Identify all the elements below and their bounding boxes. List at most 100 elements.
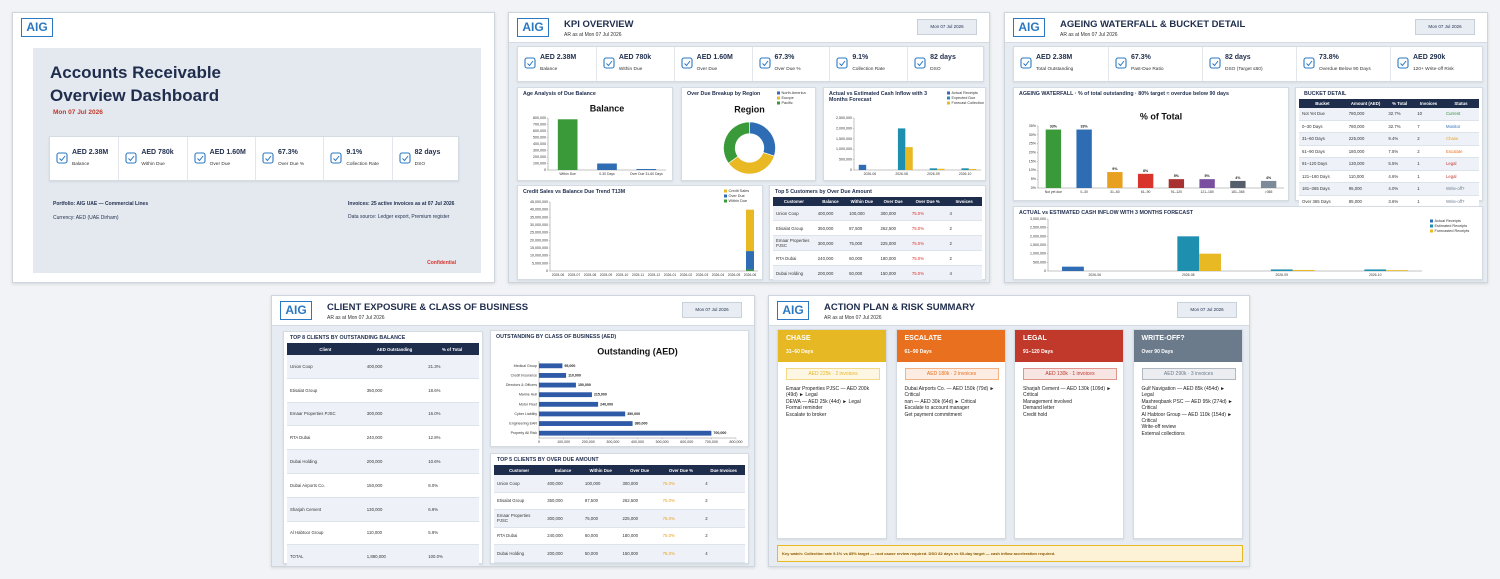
- table-cell: 262,500: [880, 225, 897, 231]
- table-cell: Chase: [1445, 136, 1459, 142]
- column-header: LEGAL 91–120 Days: [1015, 330, 1123, 362]
- table-cell: 180,000: [1348, 148, 1365, 154]
- table-cell: Dubai Holding: [497, 550, 524, 556]
- table-cell: Escalate: [1445, 148, 1463, 154]
- slide-header: AIG AGEING WATERFALL & BUCKET DETAIL AR …: [1005, 13, 1487, 43]
- y-tick-label: Marine Hull: [519, 393, 537, 397]
- y-tick-label: Property All Risk: [511, 431, 538, 435]
- slide-title: CLIENT EXPOSURE & CLASS OF BUSINESS: [327, 302, 529, 313]
- table-cell: Dubai Holding: [290, 459, 317, 465]
- table-cell: 780,000: [1348, 123, 1365, 129]
- x-tick-label: 700,000: [705, 440, 718, 444]
- kpi-value: 82 days: [1225, 54, 1251, 61]
- table-cell: Emaar Properties PJSC: [497, 513, 531, 524]
- header-cell: Bucket: [1315, 101, 1330, 106]
- y-tick-label: 2,000,000: [1030, 234, 1046, 238]
- bar: [968, 168, 977, 170]
- kpi-label: Over Due: [209, 161, 231, 167]
- icon-shape: [128, 155, 135, 161]
- kpi-label: Collection Rate: [346, 161, 379, 167]
- bar: [1107, 172, 1123, 188]
- table-cell: 75.0%: [911, 240, 925, 246]
- table-cell: 4: [949, 210, 952, 216]
- table-cell: 150,000: [880, 270, 897, 276]
- table-cell: Over 365 Days: [1302, 198, 1331, 204]
- column-item: Gulf Navigation — AED 85k (454d) ► Legal: [1141, 386, 1226, 399]
- kpi-label: Over Due: [696, 67, 718, 72]
- pie-slice: [749, 121, 776, 157]
- x-tick-label: 121–180: [1201, 190, 1214, 194]
- y-tick-label: 2,500,000: [836, 116, 852, 120]
- table-row: Emaar Properties PJSC 300,000 75,000 225,00…: [773, 236, 982, 251]
- header-cell: % Total: [1392, 101, 1408, 106]
- bar: [539, 421, 633, 426]
- table-cell: 75.0%: [911, 255, 925, 261]
- icon-shape: [59, 155, 66, 161]
- kpi-label: DSO (Target ≤60): [1225, 67, 1263, 72]
- header-cell: Balance: [554, 467, 572, 473]
- exposure-slide: AIG CLIENT EXPOSURE & CLASS OF BUSINESS …: [271, 295, 755, 567]
- chart: 0 500,000 1,000,000 1,500,000 2,000,000 2,500…: [836, 91, 984, 176]
- chart-title: Credit Sales vs Balance Due Trend T13M: [523, 189, 626, 195]
- chart-title: Actual vs Estimated Cash Inflow with 3 M…: [829, 91, 928, 103]
- y-tick-label: 35%: [1029, 124, 1037, 128]
- x-tick-label: 2026-04: [712, 273, 725, 277]
- y-tick-label: 45,000,000: [530, 200, 548, 204]
- header-cell: Within Due: [589, 467, 612, 473]
- column-name: WRITE-OFF?: [1141, 335, 1185, 342]
- card: CHASE 31–60 Days AED 225k · 2 invoices Emaa…: [777, 329, 887, 539]
- chart-subtitle: Outstanding (AED): [597, 346, 678, 356]
- table-title: Top 5 Customers by Over Due Amount: [775, 189, 872, 195]
- x-tick-label: Over Due 31-60 Days: [630, 172, 663, 176]
- table-row: Emaar Properties PJSC 300,000 16.0%: [287, 402, 479, 427]
- table-cell: Not Yet Due: [1302, 111, 1325, 117]
- legend-swatch: [947, 91, 950, 95]
- kpi-icon: [1115, 57, 1127, 69]
- x-tick-label: 200,000: [582, 440, 595, 444]
- column-item: nan — AED 30k (64d) ► Critical: [904, 398, 977, 405]
- y-tick-label: Cyber Liability: [514, 412, 537, 416]
- icon-shape: [1118, 60, 1125, 67]
- y-tick-label: 40,000,000: [530, 208, 548, 212]
- table-cell: 16.0%: [428, 411, 441, 417]
- kpi: 82 days DSO (Target ≤60): [1202, 47, 1296, 81]
- kpi-value: 73.8%: [1319, 54, 1339, 61]
- icon-shape: [1397, 57, 1409, 69]
- table-title: TOP 5 CLIENTS BY OVER DUE AMOUNT: [497, 457, 599, 463]
- header-cell: Customer: [509, 467, 530, 473]
- legend-swatch: [1430, 224, 1433, 228]
- kpi-value: 67.3%: [774, 54, 795, 61]
- logo: AIG: [517, 18, 549, 37]
- kpi: AED 2.38M Total Outstanding: [1014, 47, 1108, 81]
- data-label: 4%: [1266, 176, 1272, 180]
- chart-title: ACTUAL vs ESTIMATED CASH INFLOW WITH 3 M…: [1019, 210, 1194, 216]
- table-cell: 2: [949, 255, 952, 261]
- kpi: AED 1.60M Over Due: [186, 137, 255, 180]
- header-cell: Due Invoices: [710, 467, 737, 473]
- table-cell: 400,000: [547, 480, 563, 486]
- kpi-icon: [758, 57, 771, 69]
- chart-title: Over Due Breakup by Region: [687, 91, 761, 97]
- date-box: Mon 07 Jul 2026: [682, 302, 742, 318]
- icon-shape: [605, 60, 613, 67]
- kpi-icon: [125, 151, 137, 164]
- kpi-icon: [194, 151, 206, 164]
- icon-shape: [914, 57, 926, 69]
- table-row: Union Coop 400,000 100,000 300,000 75.0% 4: [773, 206, 982, 221]
- header-cell: Over Due: [629, 467, 650, 473]
- card: TOP 8 CLIENTS BY OUTSTANDING BALANCE Clie…: [283, 331, 483, 566]
- invoices: Invoices: 25 active invoices as at 07 Ju…: [348, 201, 455, 207]
- bar: [539, 373, 567, 378]
- x-tick-label: 2026-02: [680, 273, 693, 277]
- bar: [597, 163, 617, 170]
- data-label: 4%: [1235, 176, 1241, 180]
- bar: [539, 382, 576, 388]
- table-row: Dubai Holding 200,000 50,000 150,000 75.0% 4: [773, 266, 982, 281]
- table-cell: Current: [1445, 111, 1461, 117]
- bar: [1199, 253, 1221, 271]
- kpi: 82 days DSO: [391, 137, 460, 180]
- kpi-label: Over Due %: [278, 161, 305, 167]
- data-label: 240,000: [600, 402, 613, 406]
- data-label: 700,000: [713, 431, 726, 435]
- x-tick-label: 2026-10: [1369, 273, 1382, 277]
